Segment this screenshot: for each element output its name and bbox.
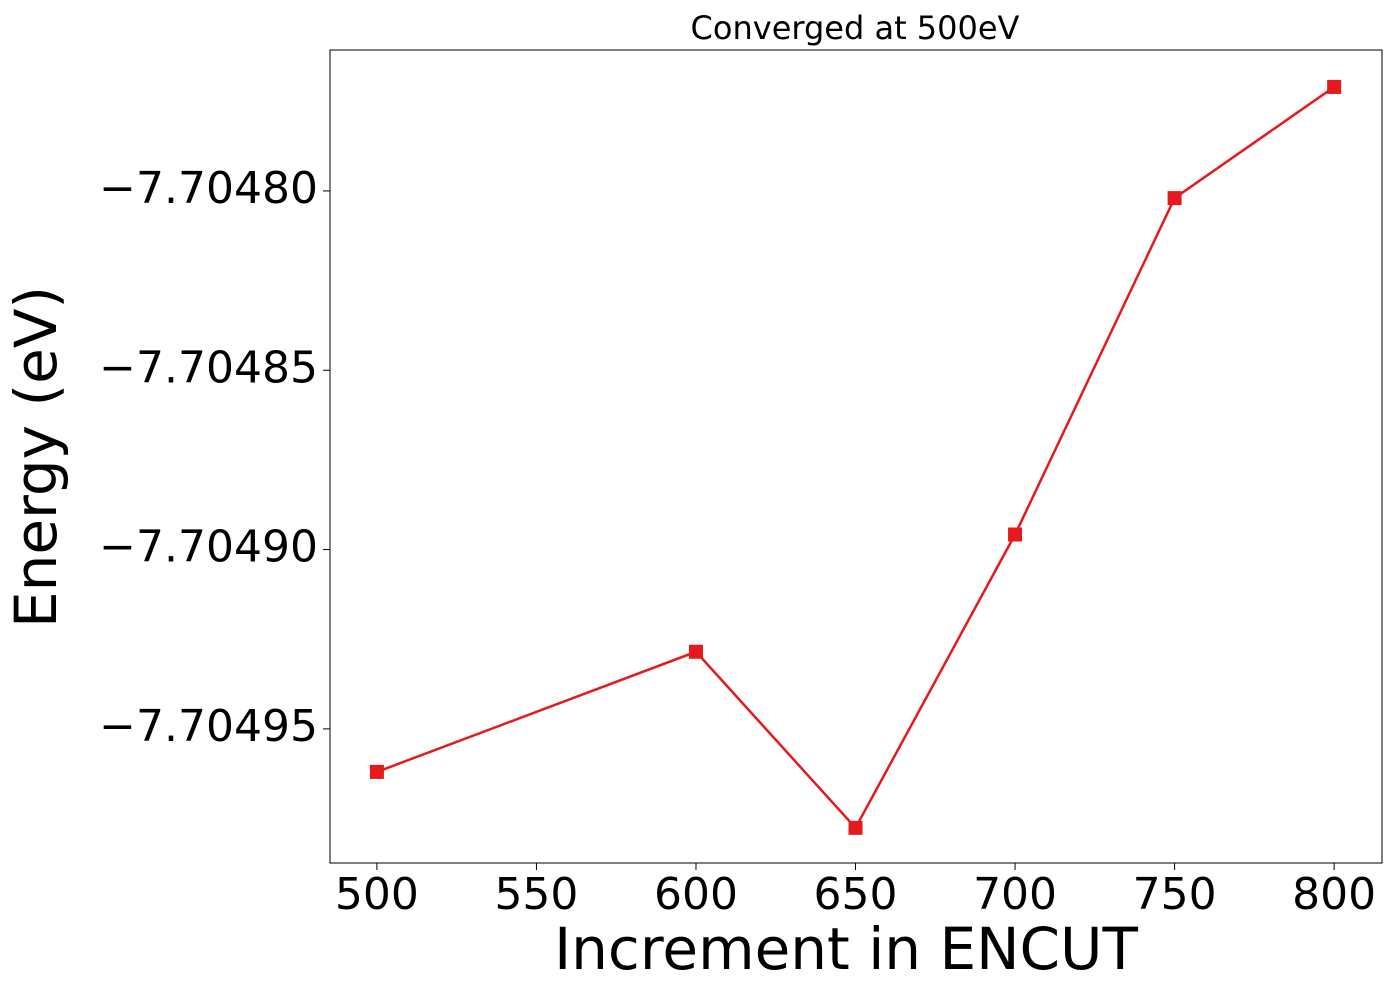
y-tick-label: −7.70485 [99,342,318,393]
data-line [376,85,1335,830]
y-tick-label: −7.70480 [99,163,318,214]
data-point [1167,191,1182,206]
plot-frame [329,49,1383,864]
data-point [369,764,384,779]
y-tick-label: −7.70490 [99,522,318,573]
chart-title: Converged at 500eV [691,9,1020,47]
data-point [688,644,703,659]
x-tick-label: 700 [973,869,1057,920]
x-tick-label: 650 [814,869,898,920]
x-tick-label: 750 [1133,869,1217,920]
y-tick-label: −7.70495 [99,701,318,752]
x-tick-label: 600 [654,869,738,920]
x-tick-label: 800 [1292,869,1376,920]
x-tick-label: 550 [494,869,578,920]
y-axis-label: Energy (eV) [2,286,70,628]
data-point [848,820,863,835]
data-point [1327,79,1342,94]
data-point [1008,527,1023,542]
x-tick-label: 500 [335,869,419,920]
x-axis-label: Increment in ENCUT [554,915,1138,983]
